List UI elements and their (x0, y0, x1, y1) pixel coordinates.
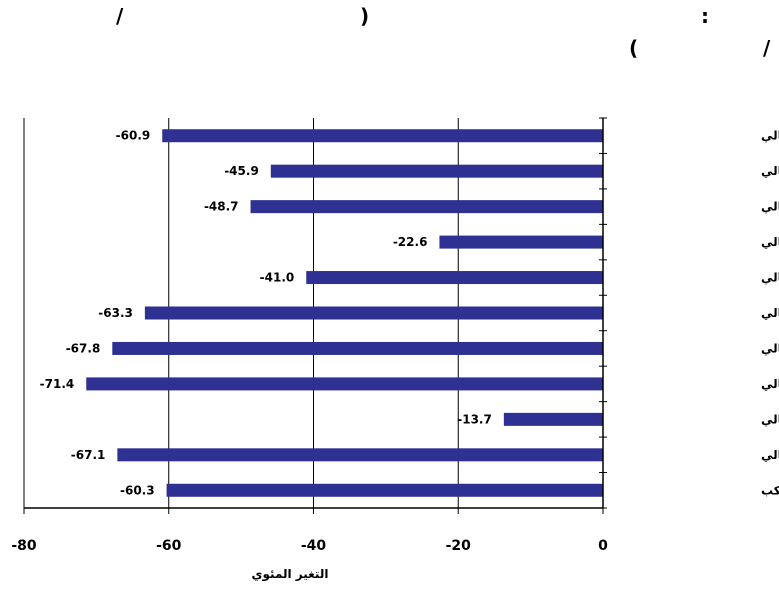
bar-1 (270, 164, 603, 178)
data-label-4: -41.0 (260, 271, 295, 285)
header-paren-open: ( (629, 36, 639, 60)
data-label-2: -48.7 (204, 200, 239, 214)
data-label-7: -71.4 (40, 377, 75, 391)
bar-6 (112, 341, 604, 355)
header-colon: : (701, 4, 709, 28)
category-label-9: سوق السعودية المالي (761, 448, 779, 463)
header-paren-close: ) (360, 4, 370, 28)
bar-0 (162, 129, 603, 143)
x-tick-label-3: -20 (446, 538, 472, 554)
data-label-1: -45.9 (224, 164, 259, 178)
bar-9 (117, 448, 604, 462)
bar-5 (144, 306, 603, 320)
category-label-0: سوق ابوظبي المالي (761, 129, 779, 144)
data-label-6: -67.8 (66, 341, 101, 355)
category-label-2: سوق البحرين المالي (761, 200, 779, 215)
category-label-3: سوق بيروت المالي (761, 235, 779, 250)
data-label-3: -22.6 (393, 235, 428, 249)
category-label-1: سوق عمان المالي (761, 164, 779, 179)
bar-4 (306, 271, 603, 285)
data-label-5: -63.3 (98, 306, 133, 320)
x-tick-label-1: -60 (156, 538, 182, 554)
data-label-8: -13.7 (457, 412, 492, 426)
x-tick-label-2: -40 (301, 538, 327, 554)
header-slash-2: / (763, 36, 771, 60)
bar-7 (86, 377, 604, 391)
category-label-7: سوق مسقط المالي (761, 377, 779, 392)
data-label-10: -60.3 (120, 483, 155, 497)
x-tick-label-0: -80 (11, 538, 37, 554)
category-label-10: * المؤشر المركب (761, 483, 779, 498)
category-label-5: سوق دبي المالي (761, 306, 779, 321)
data-label-9: -67.1 (71, 448, 106, 462)
data-label-0: -60.9 (116, 129, 151, 143)
bar-8 (503, 412, 603, 426)
header-slash-1: / (116, 4, 124, 28)
category-label-4: سوق الدوحة المالي (761, 271, 779, 286)
bar-10 (166, 483, 604, 497)
category-label-8: سوق فلسطين المالي (761, 412, 779, 427)
x-tick-label-4: 0 (598, 538, 608, 554)
bar-3 (439, 235, 603, 249)
x-axis-title: التغير المئوي (252, 567, 329, 582)
category-label-6: سوق الكويت المالي (761, 341, 779, 356)
bar-2 (250, 200, 603, 214)
